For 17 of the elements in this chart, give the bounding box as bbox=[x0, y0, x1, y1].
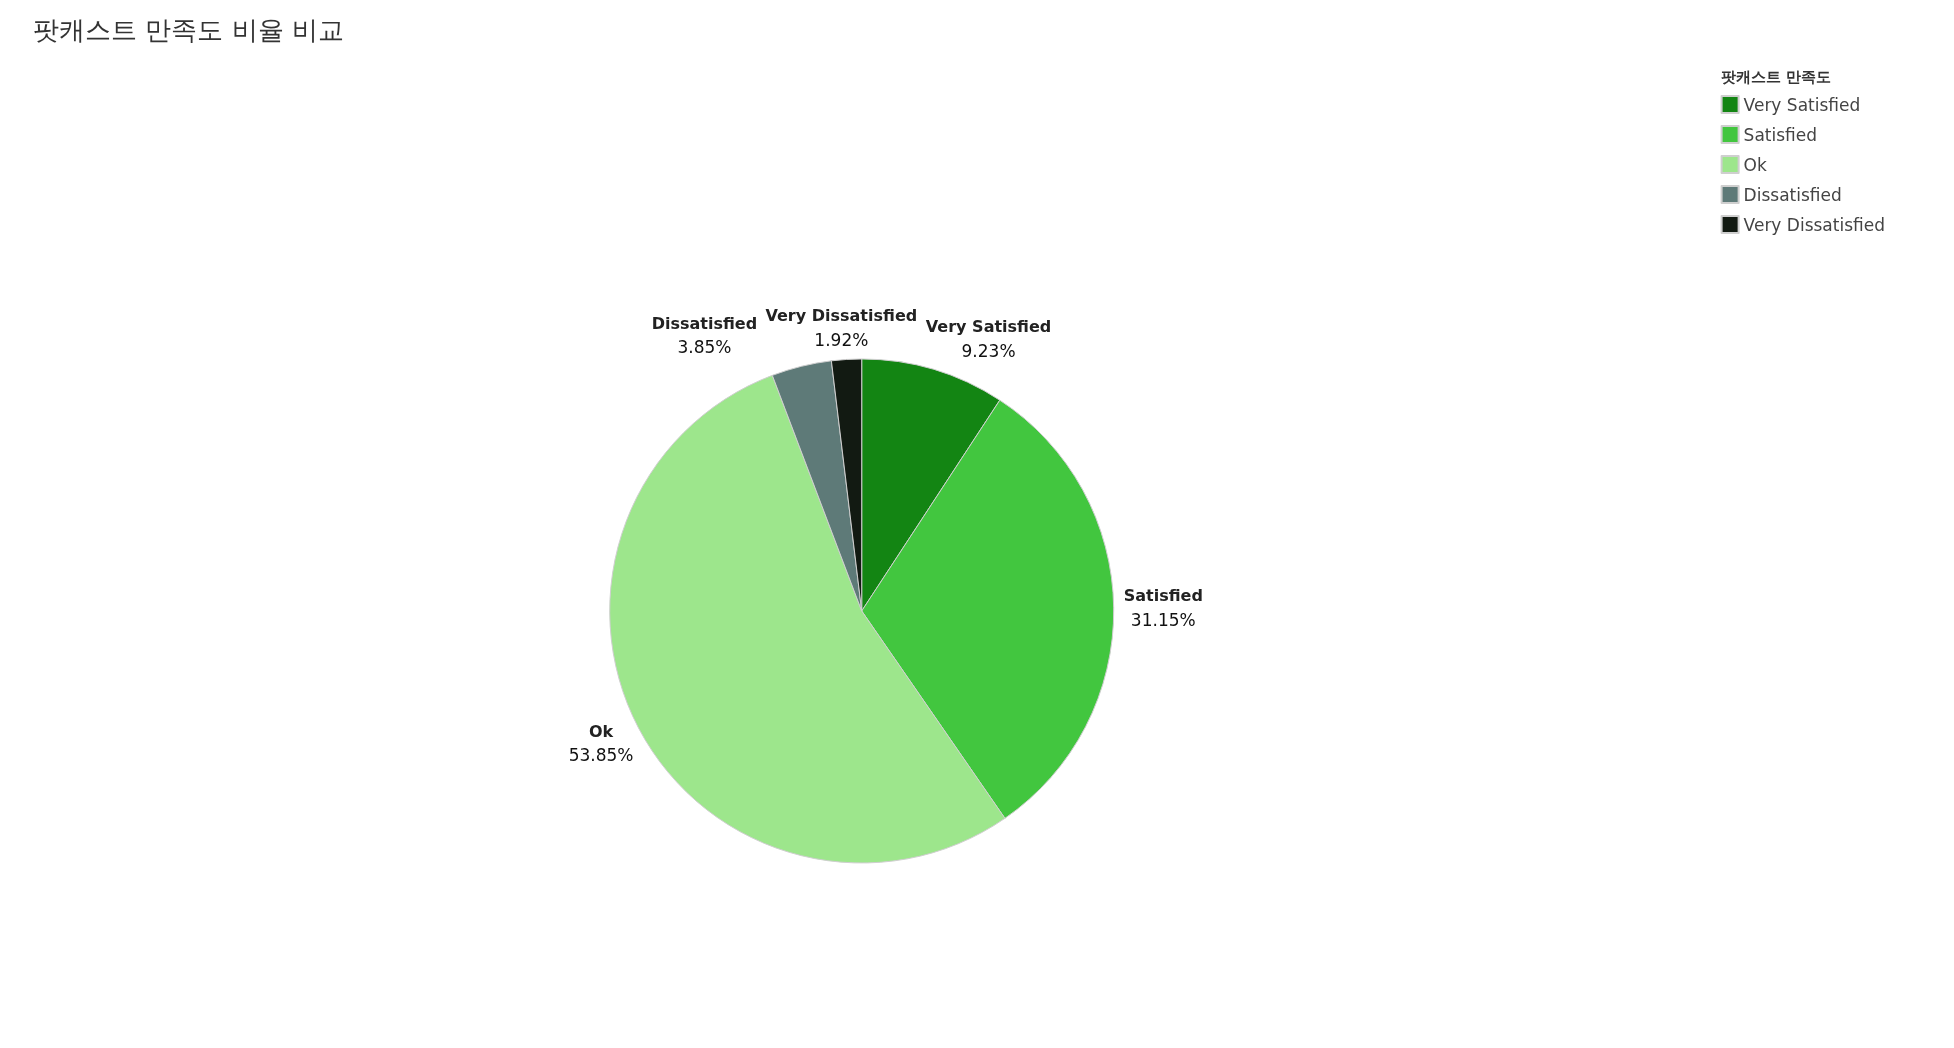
legend-title: 팟캐스트 만족도 bbox=[1720, 67, 1831, 86]
slice-label: Very Dissatisfied bbox=[765, 306, 918, 325]
legend-label: Satisfied bbox=[1743, 124, 1818, 145]
slice-label: Dissatisfied bbox=[651, 313, 758, 333]
data-label: 53.85% bbox=[568, 745, 634, 766]
data-label: 9.23% bbox=[961, 340, 1016, 361]
legend-label: Ok bbox=[1743, 154, 1767, 175]
data-label: 1.92% bbox=[814, 329, 869, 350]
legend-label: Very Dissatisfied bbox=[1743, 214, 1885, 235]
data-label: 3.85% bbox=[677, 337, 732, 358]
slice-label: Ok bbox=[588, 721, 614, 741]
data-label: 31.15% bbox=[1130, 609, 1196, 630]
text: 팟캐스트 만족도 비율 비교 bbox=[33, 15, 344, 45]
legend-label: Dissatisfied bbox=[1743, 184, 1842, 205]
slice-label: Satisfied bbox=[1123, 586, 1203, 605]
legend-label: Very Satisfied bbox=[1743, 94, 1861, 115]
slice-label: Very Satisfied bbox=[925, 317, 1052, 337]
